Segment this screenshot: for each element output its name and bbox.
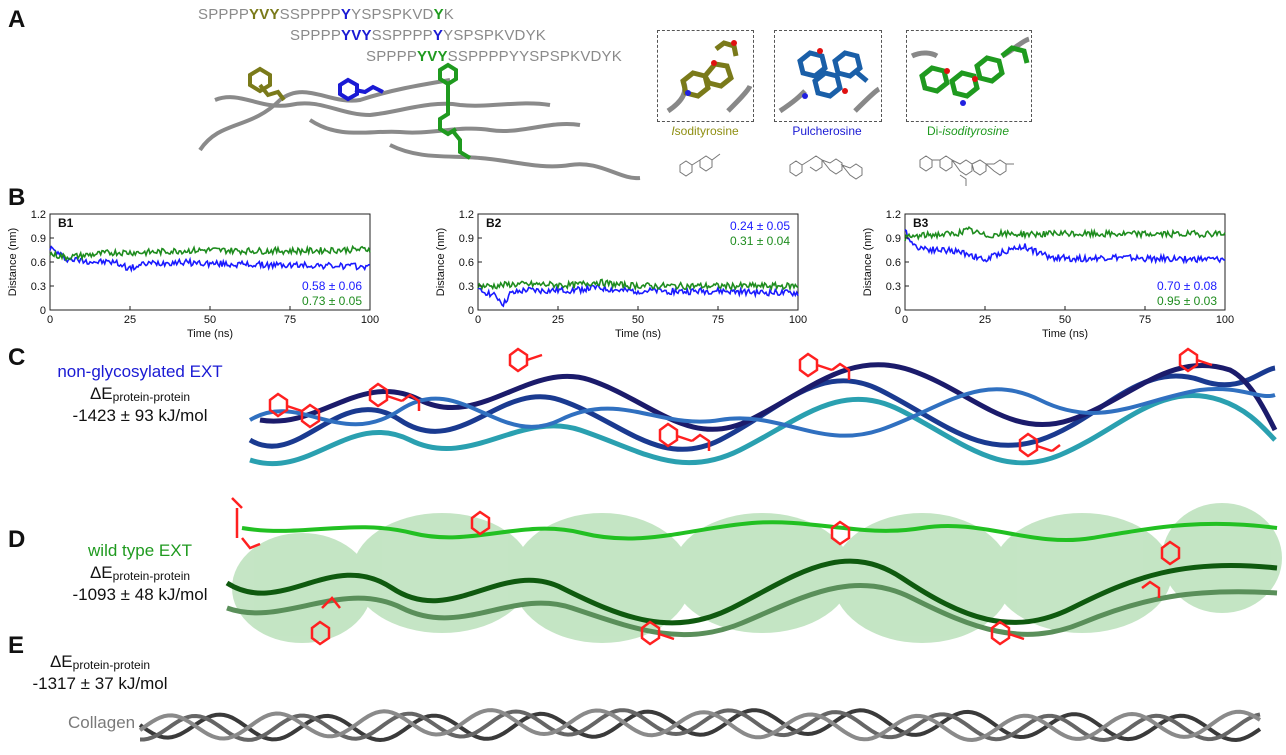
series-line-blue bbox=[49, 245, 371, 273]
panel-letter-d: D bbox=[8, 526, 26, 553]
sequence-line-3: SPPPPYVYSSPPPPYYSPSPKVDYK bbox=[366, 48, 622, 65]
panel-letter-e: E bbox=[8, 632, 25, 659]
x-tick-label: 50 bbox=[1059, 314, 1071, 326]
stat-annotation: 0.73 ± 0.05 bbox=[302, 294, 362, 308]
x-tick-label: 100 bbox=[789, 314, 807, 326]
x-tick-label: 25 bbox=[124, 314, 136, 326]
y-tick-label: 0.6 bbox=[886, 257, 901, 269]
y-tick-label: 0 bbox=[895, 305, 901, 317]
y-tick-label: 0.9 bbox=[886, 233, 901, 245]
chart-title: B3 bbox=[913, 216, 929, 230]
x-tick-label: 25 bbox=[979, 314, 991, 326]
di-isodityrosine-chemical-drawing bbox=[919, 155, 1014, 186]
chart-title: B1 bbox=[58, 216, 74, 230]
y-tick-label: 0.6 bbox=[31, 257, 46, 269]
x-axis-label: Time (ns) bbox=[615, 328, 661, 340]
x-axis-label: Time (ns) bbox=[187, 328, 233, 340]
panel-c-title: non-glycosylated EXT bbox=[57, 362, 223, 381]
panel-letter-c: C bbox=[8, 344, 26, 371]
stat-annotation: 0.31 ± 0.04 bbox=[730, 234, 790, 248]
x-tick-label: 50 bbox=[204, 314, 216, 326]
pulcherosine-structure-box bbox=[774, 30, 882, 122]
panel-e-title: Collagen bbox=[68, 713, 136, 732]
x-tick-label: 0 bbox=[475, 314, 481, 326]
y-tick-label: 0 bbox=[40, 305, 46, 317]
sequence-line-2: SPPPPYVYSSPPPPYYSPSPKVDYK bbox=[290, 27, 546, 44]
chart-title: B2 bbox=[486, 216, 502, 230]
stat-annotation: 0.58 ± 0.06 bbox=[302, 279, 362, 293]
panel-d-title: wild type EXT bbox=[88, 541, 192, 560]
y-tick-label: 0.3 bbox=[31, 281, 46, 293]
series-line-green bbox=[49, 244, 371, 262]
y-tick-label: 0.9 bbox=[31, 233, 46, 245]
y-tick-label: 1.2 bbox=[31, 209, 46, 221]
y-tick-label: 0.6 bbox=[459, 257, 474, 269]
di-isodityrosine-structure-box bbox=[906, 30, 1032, 122]
y-tick-label: 1.2 bbox=[459, 209, 474, 221]
x-tick-label: 75 bbox=[1139, 314, 1151, 326]
series-line-blue bbox=[904, 228, 1226, 265]
di-isodityrosine-label: Di-isodityrosine bbox=[926, 124, 1010, 138]
panel-c-structure-illustration bbox=[248, 347, 1278, 467]
series-line-blue bbox=[477, 282, 799, 308]
x-tick-label: 25 bbox=[552, 314, 564, 326]
panel-e-energy-value: -1317 ± 37 kJ/mol bbox=[32, 674, 168, 693]
panel-d-structure-illustration bbox=[225, 497, 1282, 646]
x-axis-label: Time (ns) bbox=[1042, 328, 1088, 340]
collagen-strand bbox=[138, 708, 1262, 743]
collagen-triple-helix-illustration bbox=[138, 708, 1262, 743]
y-axis-label: Distance (nm) bbox=[862, 228, 874, 296]
chart-b2: 0 25 50 75 100 0 0.3 0.6 0.9 1.2 B2 Time (ns) Distan… bbox=[435, 209, 807, 340]
y-tick-label: 0.9 bbox=[459, 233, 474, 245]
y-axis-label: Distance (nm) bbox=[435, 228, 447, 296]
chart-b3: 0 25 50 75 100 0 0.3 0.6 0.9 1.2 B3 Time (ns) Distan… bbox=[862, 209, 1234, 340]
panel-c-energy-value: -1423 ± 93 kJ/mol bbox=[72, 406, 208, 425]
series-line-green bbox=[904, 225, 1226, 242]
x-tick-label: 0 bbox=[902, 314, 908, 326]
isodityrosine-structure-box bbox=[657, 30, 754, 122]
distance-charts: 0 25 50 75 100 0 0.3 0.6 0.9 1.2 B1 Time (ns) Distan… bbox=[7, 209, 1234, 340]
panel-d-energy-value: -1093 ± 48 kJ/mol bbox=[72, 585, 208, 604]
chart-b1: 0 25 50 75 100 0 0.3 0.6 0.9 1.2 B1 Time (ns) Distan… bbox=[7, 209, 379, 340]
isodityrosine-label: Isodityrosine bbox=[671, 124, 739, 138]
x-tick-label: 100 bbox=[1216, 314, 1234, 326]
collagen-strand bbox=[138, 708, 1262, 743]
x-tick-label: 100 bbox=[361, 314, 379, 326]
x-tick-label: 0 bbox=[47, 314, 53, 326]
stat-annotation: 0.24 ± 0.05 bbox=[730, 219, 790, 233]
panel-c-energy-label: ΔEprotein-protein bbox=[89, 384, 191, 404]
panel-letter-b: B bbox=[8, 184, 26, 211]
y-tick-label: 1.2 bbox=[886, 209, 901, 221]
panel-e-energy-label: ΔEprotein-protein bbox=[49, 652, 151, 672]
y-tick-label: 0.3 bbox=[459, 281, 474, 293]
y-axis-label: Distance (nm) bbox=[7, 228, 19, 296]
panel-d-energy-label: ΔEprotein-protein bbox=[89, 563, 191, 583]
pulcherosine-label: Pulcherosine bbox=[792, 124, 862, 138]
x-tick-label: 75 bbox=[712, 314, 724, 326]
isodityrosine-chemical-drawing bbox=[679, 153, 721, 177]
sequence-line-1: SPPPPYVYSSPPPPYYSPSPKVDYK bbox=[198, 6, 455, 23]
x-tick-label: 75 bbox=[284, 314, 296, 326]
y-tick-label: 0 bbox=[468, 305, 474, 317]
stat-annotation: 0.70 ± 0.08 bbox=[1157, 279, 1217, 293]
x-tick-label: 50 bbox=[632, 314, 644, 326]
stat-annotation: 0.95 ± 0.03 bbox=[1157, 294, 1217, 308]
peptide-ribbon-illustration bbox=[198, 62, 641, 181]
panel-letter-a: A bbox=[8, 6, 26, 33]
series-line-green bbox=[477, 278, 799, 292]
pulcherosine-chemical-drawing bbox=[789, 155, 863, 180]
collagen-strand bbox=[140, 708, 1261, 743]
y-tick-label: 0.3 bbox=[886, 281, 901, 293]
